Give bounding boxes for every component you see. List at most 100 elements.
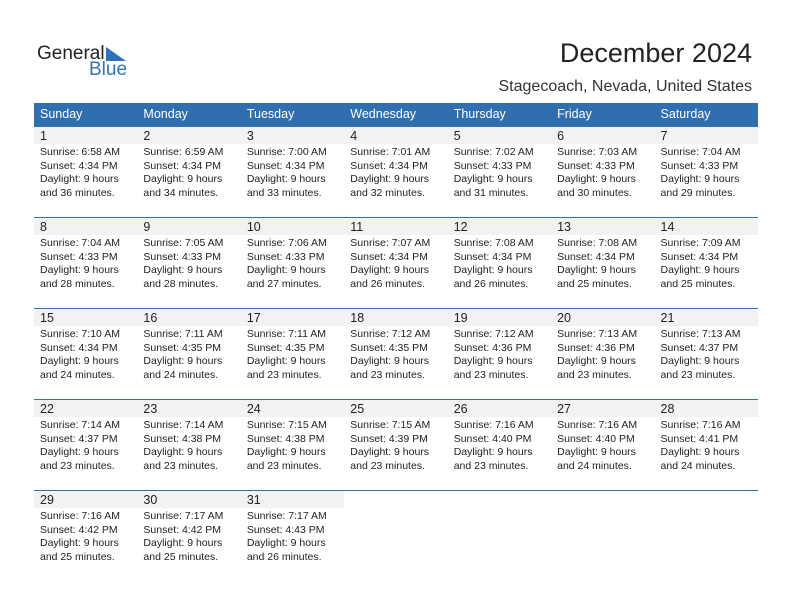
- day-cell: 11 Sunrise: 7:07 AM Sunset: 4:34 PM Dayligh…: [344, 218, 448, 308]
- daylight2-text: and 23 minutes.: [143, 459, 219, 472]
- sunrise-text: Sunrise: 7:17 AM: [143, 510, 224, 522]
- daylight2-text: and 25 minutes.: [143, 550, 219, 563]
- daylight1-text: Daylight: 9 hours: [143, 355, 223, 367]
- sunset-text: Sunset: 4:36 PM: [453, 341, 532, 354]
- day-cell: 19 Sunrise: 7:12 AM Sunset: 4:36 PM Dayligh…: [447, 309, 552, 399]
- day-number: 10: [240, 218, 345, 235]
- day-cell: 29 Sunrise: 7:16 AM Sunset: 4:42 PM Dayligh…: [34, 491, 138, 581]
- day-cell: 4 Sunrise: 7:01 AM Sunset: 4:34 PM Daylight…: [344, 127, 448, 217]
- daylight1-text: Daylight: 9 hours: [40, 446, 119, 458]
- day-cell: 18 Sunrise: 7:12 AM Sunset: 4:35 PM Dayligh…: [344, 309, 448, 399]
- sunrise-text: Sunrise: 7:14 AM: [143, 419, 224, 431]
- day-number: 21: [654, 309, 758, 326]
- logo-triangle-icon: [106, 47, 126, 61]
- daylight2-text: and 30 minutes.: [557, 186, 632, 199]
- sunrise-text: Sunrise: 7:13 AM: [660, 328, 741, 340]
- sunset-text: Sunset: 4:38 PM: [246, 432, 325, 445]
- sunset-text: Sunset: 4:34 PM: [143, 159, 222, 172]
- daylight1-text: Daylight: 9 hours: [557, 264, 636, 276]
- day-cell: 6 Sunrise: 7:03 AM Sunset: 4:33 PM Daylight…: [551, 127, 655, 217]
- daylight2-text: and 23 minutes.: [453, 368, 529, 381]
- daylight2-text: and 29 minutes.: [660, 186, 736, 199]
- day-number: 25: [344, 400, 448, 417]
- day-number: 5: [447, 127, 552, 144]
- sunrise-text: Sunrise: 7:08 AM: [557, 237, 638, 249]
- day-info: Sunrise: 7:15 AM Sunset: 4:38 PM Daylight:…: [241, 417, 344, 473]
- sunset-text: Sunset: 4:34 PM: [453, 250, 532, 263]
- day-cell: 21 Sunrise: 7:13 AM Sunset: 4:37 PM Dayligh…: [654, 309, 758, 399]
- daylight2-text: and 23 minutes.: [660, 368, 736, 381]
- day-number: 3: [240, 127, 345, 144]
- sunset-text: Sunset: 4:37 PM: [660, 341, 739, 354]
- day-number: 6: [551, 127, 655, 144]
- empty-cell: [344, 491, 447, 581]
- sunset-text: Sunset: 4:37 PM: [40, 432, 118, 445]
- sunrise-text: Sunrise: 7:13 AM: [557, 328, 638, 340]
- sunrise-text: Sunrise: 7:12 AM: [350, 328, 431, 340]
- day-cell: 13 Sunrise: 7:08 AM Sunset: 4:34 PM Dayligh…: [551, 218, 655, 308]
- day-info: Sunrise: 7:04 AM Sunset: 4:33 PM Daylight:…: [655, 144, 758, 200]
- week-row: 22 Sunrise: 7:14 AM Sunset: 4:37 PM Dayligh…: [34, 399, 758, 490]
- sunset-text: Sunset: 4:33 PM: [453, 159, 532, 172]
- daylight2-text: and 36 minutes.: [40, 186, 115, 199]
- daylight1-text: Daylight: 9 hours: [350, 173, 430, 185]
- week-row: 8 Sunrise: 7:04 AM Sunset: 4:33 PM Daylight…: [34, 217, 758, 308]
- day-cell: 1 Sunrise: 6:58 AM Sunset: 4:34 PM Daylight…: [34, 127, 138, 217]
- day-info: Sunrise: 7:16 AM Sunset: 4:40 PM Daylight:…: [448, 417, 551, 473]
- weekday-friday: Friday: [557, 107, 592, 121]
- day-info: Sunrise: 7:17 AM Sunset: 4:43 PM Daylight:…: [241, 508, 344, 564]
- day-number: 7: [654, 127, 758, 144]
- sunset-text: Sunset: 4:33 PM: [143, 250, 222, 263]
- day-number: 28: [654, 400, 758, 417]
- sunset-text: Sunset: 4:42 PM: [143, 523, 222, 536]
- day-number: 29: [34, 491, 138, 508]
- sunset-text: Sunset: 4:34 PM: [350, 159, 428, 172]
- day-info: Sunrise: 7:16 AM Sunset: 4:40 PM Daylight:…: [551, 417, 654, 473]
- daylight2-text: and 25 minutes.: [660, 277, 736, 290]
- sunrise-text: Sunrise: 7:09 AM: [660, 237, 741, 249]
- sunrise-text: Sunrise: 7:16 AM: [660, 419, 741, 431]
- sunrise-text: Sunrise: 7:17 AM: [246, 510, 327, 522]
- day-number: 26: [447, 400, 552, 417]
- weekday-saturday: Saturday: [660, 107, 711, 121]
- daylight2-text: and 24 minutes.: [143, 368, 219, 381]
- day-cell: 15 Sunrise: 7:10 AM Sunset: 4:34 PM Dayligh…: [34, 309, 138, 399]
- daylight1-text: Daylight: 9 hours: [453, 264, 533, 276]
- sunrise-text: Sunrise: 7:15 AM: [246, 419, 327, 431]
- day-info: Sunrise: 7:17 AM Sunset: 4:42 PM Daylight:…: [137, 508, 240, 564]
- day-cell: 12 Sunrise: 7:08 AM Sunset: 4:34 PM Dayligh…: [447, 218, 552, 308]
- day-number: 30: [137, 491, 241, 508]
- daylight1-text: Daylight: 9 hours: [246, 355, 326, 367]
- daylight1-text: Daylight: 9 hours: [143, 446, 223, 458]
- day-number: 17: [240, 309, 345, 326]
- day-number: 23: [137, 400, 241, 417]
- daylight1-text: Daylight: 9 hours: [660, 264, 740, 276]
- daylight2-text: and 23 minutes.: [350, 368, 425, 381]
- logo-blue: Blue: [89, 59, 128, 80]
- daylight1-text: Daylight: 9 hours: [246, 446, 326, 458]
- sunset-text: Sunset: 4:34 PM: [40, 341, 118, 354]
- daylight1-text: Daylight: 9 hours: [246, 264, 326, 276]
- daylight1-text: Daylight: 9 hours: [40, 355, 119, 367]
- daylight1-text: Daylight: 9 hours: [143, 264, 223, 276]
- sunrise-text: Sunrise: 7:07 AM: [350, 237, 431, 249]
- day-cell: 10 Sunrise: 7:06 AM Sunset: 4:33 PM Dayligh…: [240, 218, 345, 308]
- sunrise-text: Sunrise: 7:11 AM: [143, 328, 223, 340]
- day-info: Sunrise: 7:16 AM Sunset: 4:42 PM Daylight:…: [34, 508, 137, 564]
- day-cell: 2 Sunrise: 6:59 AM Sunset: 4:34 PM Daylight…: [137, 127, 241, 217]
- day-cell: 26 Sunrise: 7:16 AM Sunset: 4:40 PM Dayligh…: [447, 400, 552, 490]
- sunset-text: Sunset: 4:39 PM: [350, 432, 428, 445]
- weekday-header: Sunday Monday Tuesday Wednesday Thursday Frid…: [34, 103, 758, 126]
- sunrise-text: Sunrise: 7:03 AM: [557, 146, 638, 158]
- sunrise-text: Sunrise: 7:10 AM: [40, 328, 120, 340]
- daylight1-text: Daylight: 9 hours: [350, 264, 430, 276]
- sunset-text: Sunset: 4:33 PM: [40, 250, 118, 263]
- day-info: Sunrise: 7:00 AM Sunset: 4:34 PM Daylight:…: [241, 144, 344, 200]
- sunrise-text: Sunrise: 7:04 AM: [660, 146, 741, 158]
- sunset-text: Sunset: 4:34 PM: [350, 250, 428, 263]
- sunset-text: Sunset: 4:35 PM: [143, 341, 222, 354]
- sunrise-text: Sunrise: 7:14 AM: [40, 419, 120, 431]
- empty-cell: [551, 491, 654, 581]
- sunset-text: Sunset: 4:35 PM: [246, 341, 325, 354]
- day-number: 15: [34, 309, 138, 326]
